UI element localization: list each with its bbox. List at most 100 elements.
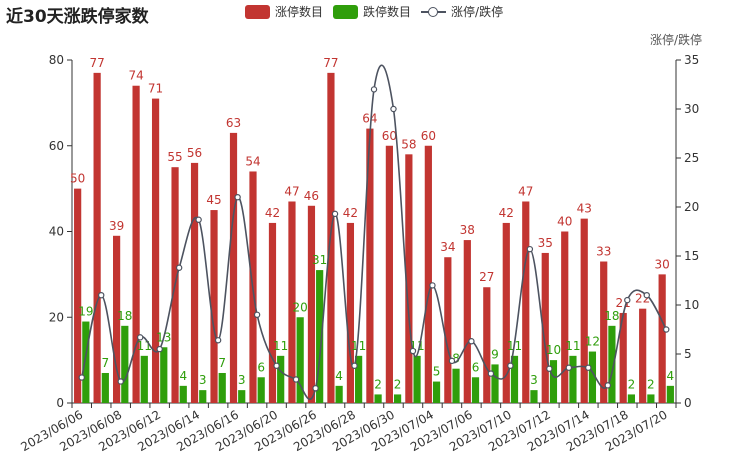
right-axis-name: 涨停/跌停 bbox=[649, 33, 702, 47]
bar-limit-down bbox=[491, 364, 499, 403]
ratio-point bbox=[117, 378, 124, 385]
y-right-tick-label: 35 bbox=[684, 53, 699, 67]
bar-label-limit-up: 38 bbox=[460, 223, 475, 237]
bar-limit-down bbox=[296, 317, 304, 403]
bar-label-limit-up: 77 bbox=[323, 56, 338, 70]
bar-label-limit-up: 34 bbox=[440, 240, 455, 254]
bar-limit-down bbox=[374, 394, 382, 403]
bar-label-limit-down: 4 bbox=[335, 369, 343, 383]
bar-limit-up bbox=[483, 287, 491, 403]
bar-limit-up bbox=[463, 240, 471, 403]
bar-limit-down bbox=[549, 360, 558, 403]
bar-label-limit-up: 35 bbox=[538, 236, 553, 250]
bar-label-limit-down: 12 bbox=[585, 335, 600, 349]
bar-limit-up bbox=[210, 210, 218, 403]
ratio-point bbox=[390, 105, 397, 113]
bar-limit-down bbox=[452, 368, 460, 403]
ratio-point bbox=[565, 364, 573, 371]
bar-limit-up bbox=[288, 201, 296, 403]
y-right-tick-label: 10 bbox=[684, 298, 699, 312]
legend: 涨停数目 跌停数目 涨停/跌停 bbox=[245, 3, 513, 20]
bar-limit-down bbox=[608, 325, 616, 403]
bar-label-limit-up: 30 bbox=[655, 257, 670, 271]
legend-item-limit-up[interactable]: 涨停数目 bbox=[245, 3, 323, 20]
bar-label-limit-down: 9 bbox=[491, 347, 499, 361]
ratio-point bbox=[331, 210, 339, 218]
legend-swatch-limit-up bbox=[245, 4, 270, 19]
ratio-point bbox=[526, 245, 534, 253]
bar-label-limit-down: 18 bbox=[604, 309, 619, 323]
y-right-tick-label: 20 bbox=[684, 200, 699, 214]
bar-limit-up bbox=[132, 85, 140, 403]
ratio-point bbox=[234, 193, 241, 201]
y-left-tick-label: 40 bbox=[49, 225, 64, 239]
bar-label-limit-down: 20 bbox=[293, 300, 308, 314]
ratio-point bbox=[370, 86, 378, 93]
bar-label-limit-down: 6 bbox=[472, 360, 480, 374]
legend-swatch-limit-down bbox=[333, 4, 359, 19]
y-right-tick-label: 25 bbox=[684, 151, 699, 165]
bar-limit-down bbox=[257, 377, 265, 403]
bar-limit-down bbox=[101, 372, 109, 403]
bar-limit-up bbox=[522, 201, 530, 403]
bar-limit-up bbox=[74, 188, 82, 403]
ratio-point bbox=[487, 370, 495, 377]
y-right-tick-label: 15 bbox=[684, 249, 699, 263]
ratio-point bbox=[546, 365, 553, 372]
y-left-tick-label: 20 bbox=[49, 310, 64, 324]
bar-label-limit-up: 42 bbox=[499, 206, 514, 220]
ratio-point bbox=[624, 296, 631, 304]
bar-label-limit-down: 11 bbox=[351, 339, 366, 353]
bar-limit-up bbox=[619, 312, 627, 403]
bar-label-limit-up: 71 bbox=[148, 82, 163, 96]
ratio-point bbox=[663, 326, 670, 333]
legend-label-ratio: 涨停/跌停 bbox=[451, 5, 504, 19]
bar-limit-up bbox=[405, 154, 413, 403]
bar-label-limit-up: 50 bbox=[70, 172, 85, 186]
legend-item-ratio[interactable]: 涨停/跌停 bbox=[421, 3, 503, 20]
legend-swatch-ratio bbox=[421, 5, 447, 19]
bar-limit-down bbox=[432, 381, 441, 403]
legend-label-limit-up: 涨停数目 bbox=[275, 5, 324, 19]
bar-label-limit-down: 4 bbox=[667, 369, 675, 383]
bar-limit-up bbox=[93, 72, 101, 404]
bar-limit-down bbox=[316, 270, 324, 403]
legend-label-limit-down: 跌停数目 bbox=[363, 5, 412, 19]
bar-label-limit-down: 19 bbox=[78, 305, 93, 319]
bar-limit-down bbox=[179, 385, 187, 403]
bar-label-limit-down: 5 bbox=[433, 365, 441, 379]
ratio-point bbox=[78, 374, 85, 381]
bar-limit-up bbox=[366, 128, 374, 403]
bar-label-limit-up: 63 bbox=[226, 116, 241, 130]
bar-label-limit-up: 43 bbox=[577, 202, 592, 216]
bar-label-limit-down: 2 bbox=[374, 377, 382, 391]
bar-limit-down bbox=[277, 355, 285, 403]
bar-limit-down bbox=[588, 351, 597, 403]
bar-label-limit-up: 74 bbox=[128, 69, 143, 83]
ratio-point bbox=[468, 338, 475, 345]
bar-label-limit-up: 60 bbox=[382, 129, 397, 143]
y-left-tick-label: 80 bbox=[49, 53, 64, 67]
bar-limit-up bbox=[385, 145, 393, 403]
bar-limit-up bbox=[151, 98, 160, 404]
bar-label-limit-down: 11 bbox=[565, 339, 580, 353]
bar-limit-up bbox=[424, 145, 432, 403]
bar-limit-up bbox=[229, 132, 238, 403]
bar-label-limit-down: 3 bbox=[199, 373, 207, 387]
bar-limit-down bbox=[140, 355, 148, 403]
ratio-point bbox=[643, 292, 650, 299]
ratio-point bbox=[273, 362, 280, 369]
bar-label-limit-up: 46 bbox=[304, 189, 319, 203]
bar-limit-down bbox=[238, 390, 246, 403]
ratio-point bbox=[253, 311, 261, 318]
bar-label-limit-up: 55 bbox=[167, 150, 182, 164]
bar-label-limit-down: 3 bbox=[530, 373, 538, 387]
bar-label-limit-up: 54 bbox=[245, 154, 260, 168]
bar-label-limit-up: 42 bbox=[343, 206, 358, 220]
bar-label-limit-down: 2 bbox=[628, 377, 636, 391]
bar-label-limit-up: 45 bbox=[206, 193, 221, 207]
bar-label-limit-up: 64 bbox=[362, 112, 377, 126]
bar-limit-down bbox=[627, 394, 635, 403]
legend-item-limit-down[interactable]: 跌停数目 bbox=[333, 3, 411, 20]
bar-limit-down bbox=[218, 372, 226, 403]
